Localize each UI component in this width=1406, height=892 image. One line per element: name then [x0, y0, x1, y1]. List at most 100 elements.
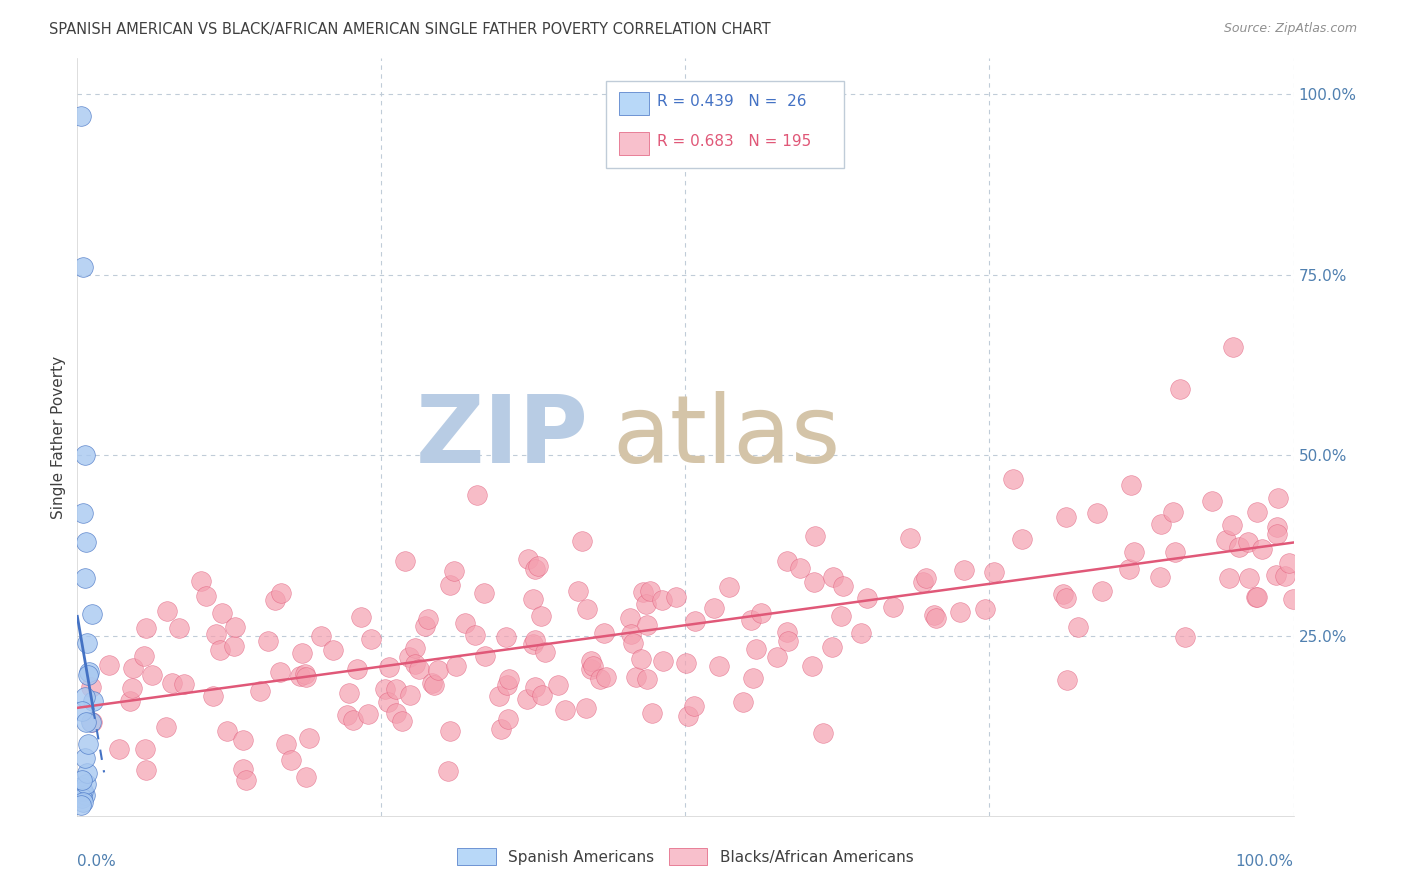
Point — [821, 570, 844, 584]
Point — [592, 625, 614, 640]
Point — [232, 762, 254, 776]
Point — [741, 671, 763, 685]
Point — [474, 649, 496, 664]
Point — [80, 680, 103, 694]
FancyBboxPatch shape — [619, 132, 650, 155]
Point — [72, 795, 94, 809]
Text: R = 0.439   N =  26: R = 0.439 N = 26 — [658, 95, 807, 110]
Point — [1164, 545, 1187, 559]
Point — [630, 652, 652, 666]
Point — [309, 629, 332, 643]
Point — [1237, 571, 1260, 585]
Point — [394, 553, 416, 567]
Point — [77, 737, 100, 751]
Point — [636, 598, 658, 612]
Text: SPANISH AMERICAN VS BLACK/AFRICAN AMERICAN SINGLE FATHER POVERTY CORRELATION CHA: SPANISH AMERICAN VS BLACK/AFRICAN AMERIC… — [49, 22, 770, 37]
Point — [898, 531, 921, 545]
Point — [522, 637, 544, 651]
FancyBboxPatch shape — [606, 80, 844, 168]
Point — [1265, 568, 1288, 582]
Point — [70, 109, 93, 123]
FancyBboxPatch shape — [619, 92, 650, 115]
Point — [579, 654, 602, 668]
Point — [534, 645, 557, 659]
Point — [1282, 591, 1305, 606]
Point — [1246, 590, 1268, 604]
Point — [523, 632, 546, 647]
Point — [135, 763, 157, 777]
Point — [79, 665, 101, 679]
Point — [529, 608, 551, 623]
Point — [209, 643, 232, 657]
Point — [384, 706, 406, 721]
Point — [620, 627, 643, 641]
Text: R = 0.683   N = 195: R = 0.683 N = 195 — [658, 134, 811, 149]
Point — [215, 723, 238, 738]
Point — [683, 614, 706, 628]
Point — [595, 670, 617, 684]
Point — [294, 667, 316, 681]
Point — [498, 673, 520, 687]
Point — [269, 665, 291, 679]
Point — [800, 659, 823, 673]
Point — [443, 564, 465, 578]
Point — [495, 630, 517, 644]
Point — [567, 584, 589, 599]
Point — [624, 670, 647, 684]
Point — [579, 663, 602, 677]
Point — [1066, 620, 1088, 634]
Point — [211, 607, 233, 621]
Point — [422, 678, 444, 692]
Point — [1054, 509, 1077, 524]
Point — [98, 658, 121, 673]
Text: Source: ZipAtlas.com: Source: ZipAtlas.com — [1223, 22, 1357, 36]
Point — [235, 773, 257, 788]
Point — [346, 662, 368, 676]
Point — [264, 593, 287, 607]
Point — [1244, 590, 1267, 604]
Point — [70, 773, 93, 788]
Point — [342, 713, 364, 727]
Point — [1222, 517, 1244, 532]
Point — [404, 640, 426, 655]
Point — [141, 667, 163, 681]
Point — [70, 705, 93, 719]
Point — [232, 732, 254, 747]
Point — [820, 640, 842, 654]
Point — [973, 602, 995, 616]
Point — [416, 612, 439, 626]
Point — [80, 715, 103, 730]
Point — [121, 681, 143, 695]
Point — [1011, 532, 1033, 546]
Point — [707, 659, 730, 673]
Point — [357, 707, 380, 722]
Point — [190, 574, 212, 588]
Point — [408, 662, 430, 676]
Point — [70, 798, 93, 813]
Point — [631, 585, 654, 599]
Point — [413, 619, 436, 633]
Point — [745, 641, 768, 656]
Point — [1118, 561, 1140, 575]
Point — [576, 601, 599, 615]
Point — [589, 672, 612, 686]
Point — [831, 579, 853, 593]
Y-axis label: Single Father Poverty: Single Father Poverty — [51, 356, 66, 518]
Point — [134, 742, 156, 756]
Point — [82, 714, 104, 729]
Point — [427, 663, 450, 677]
Point — [391, 714, 413, 728]
Point — [73, 448, 96, 462]
Point — [803, 575, 825, 590]
Point — [360, 632, 382, 646]
Point — [1122, 545, 1144, 559]
Point — [398, 688, 420, 702]
Point — [1163, 505, 1185, 519]
Point — [571, 534, 593, 549]
Point — [72, 260, 94, 275]
Point — [249, 684, 271, 698]
Point — [524, 680, 547, 694]
Point — [636, 617, 658, 632]
Point — [651, 593, 673, 607]
Point — [949, 606, 972, 620]
